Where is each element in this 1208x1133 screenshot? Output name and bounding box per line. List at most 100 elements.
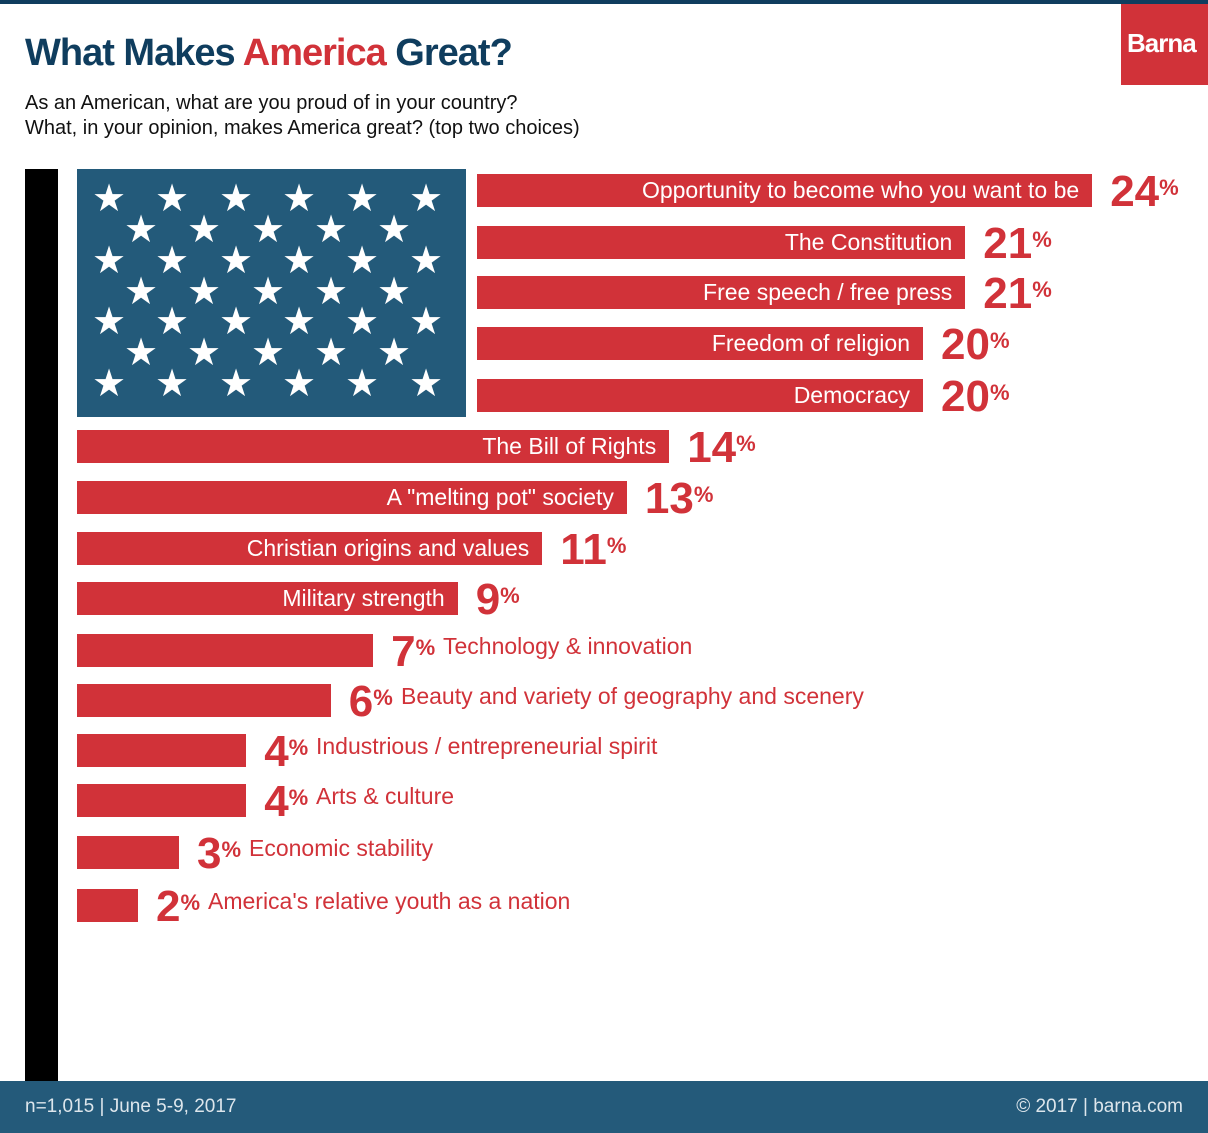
star-icon: ★: [250, 332, 286, 374]
value: 4: [264, 727, 289, 776]
data-label: 14%: [687, 426, 756, 470]
percent-sign: %: [373, 685, 393, 710]
star-icon: ★: [154, 240, 190, 282]
data-label: 21%: [983, 272, 1052, 316]
bar: [77, 784, 247, 817]
star-icon: ★: [218, 363, 254, 405]
bar: [477, 276, 966, 309]
top-rule: [0, 0, 1208, 4]
star-icon: ★: [123, 271, 159, 313]
value: 4: [264, 777, 289, 826]
value: 13: [644, 474, 694, 523]
star-icon: ★: [313, 209, 349, 251]
category-label: Freedom of religion: [711, 330, 910, 356]
value: 3: [197, 829, 222, 878]
axis-bar: [25, 169, 58, 1081]
barna-logo: Barna: [1121, 4, 1208, 85]
percent-sign: %: [736, 431, 756, 456]
bar: [477, 327, 923, 360]
star-icon: ★: [186, 209, 222, 251]
bar: [77, 634, 374, 667]
title-part: What Makes: [25, 32, 243, 74]
bar: [77, 582, 458, 615]
data-label: 24%: [1110, 170, 1179, 214]
category-label: The Constitution: [784, 229, 953, 255]
percent-sign: %: [415, 635, 436, 660]
percent-sign: %: [693, 482, 714, 507]
percent-sign: %: [221, 837, 242, 862]
star-icon: ★: [408, 240, 444, 282]
percent-sign: %: [989, 380, 1010, 405]
percent-sign: %: [1159, 175, 1179, 200]
percent-sign: %: [288, 735, 309, 760]
star-icon: ★: [313, 271, 349, 313]
bar: [77, 430, 670, 463]
data-label: 20%: [941, 375, 1010, 419]
star-icon: ★: [250, 209, 286, 251]
category-label: Industrious / entrepreneurial spirit: [316, 733, 658, 759]
category-label: Arts & culture: [316, 783, 455, 809]
star-icon: ★: [376, 209, 412, 251]
star-icon: ★: [408, 301, 444, 343]
data-label: 2%: [156, 885, 200, 929]
star-icon: ★: [218, 178, 254, 220]
category-label: Democracy: [793, 382, 910, 408]
star-icon: ★: [313, 332, 349, 374]
data-label: 6%: [349, 680, 393, 724]
star-icon: ★: [344, 178, 380, 220]
category-label: Opportunity to become who you want to be: [641, 177, 1080, 203]
bar: [77, 684, 331, 717]
bar: [77, 532, 543, 565]
percent-sign: %: [1032, 227, 1052, 252]
data-label: 4%: [264, 780, 308, 824]
value: 20: [941, 372, 990, 421]
star-icon: ★: [91, 240, 127, 282]
star-icon: ★: [250, 271, 286, 313]
star-icon: ★: [281, 301, 317, 343]
value: 21: [983, 269, 1033, 318]
value: 21: [983, 219, 1033, 268]
star-icon: ★: [408, 363, 444, 405]
sample-info: n=1,015 | June 5-9, 2017: [25, 1096, 237, 1117]
category-label: Christian origins and values: [246, 535, 530, 561]
bar: [477, 379, 923, 412]
star-icon: ★: [408, 178, 444, 220]
bar: [77, 481, 627, 514]
data-label: 21%: [983, 222, 1052, 266]
data-label: 20%: [941, 323, 1010, 367]
star-icon: ★: [218, 301, 254, 343]
bar: [477, 174, 1093, 207]
flag-canton: ★ ★ ★ ★ ★ ★ ★ ★ ★ ★ ★ ★ ★ ★ ★ ★ ★ ★ ★ ★ ★ ★ ★ ★ ★ ★ ★ ★ ★ ★ ★ ★ ★ ★ ★ ★ ★ ★ ★: [77, 169, 466, 417]
data-label: 13%: [645, 477, 714, 521]
category-label: Technology & innovation: [443, 633, 693, 659]
value: 14: [687, 423, 737, 472]
star-icon: ★: [123, 332, 159, 374]
star-icon: ★: [91, 363, 127, 405]
value: 6: [348, 677, 374, 726]
footer: n=1,015 | June 5-9, 2017 © 2017 | barna.…: [0, 1081, 1208, 1133]
percent-sign: %: [500, 583, 520, 608]
star-icon: ★: [376, 271, 412, 313]
data-label: 11%: [560, 528, 626, 572]
category-label: A "melting pot" society: [386, 484, 614, 510]
page-title: What Makes America Great?: [25, 32, 513, 75]
subtitle-line-2: What, in your opinion, makes America gre…: [25, 117, 580, 139]
bar: [77, 734, 247, 767]
star-icon: ★: [281, 240, 317, 282]
star-icon: ★: [344, 363, 380, 405]
percent-sign: %: [606, 533, 627, 558]
category-label: Military strength: [282, 585, 445, 611]
title-highlight: America: [242, 32, 387, 74]
star-icon: ★: [186, 332, 222, 374]
value: 24: [1110, 167, 1160, 216]
percent-sign: %: [989, 328, 1010, 353]
star-icon: ★: [218, 240, 254, 282]
star-icon: ★: [91, 301, 127, 343]
data-label: 9%: [476, 578, 520, 622]
star-icon: ★: [281, 178, 317, 220]
category-label: Free speech / free press: [703, 279, 953, 305]
star-icon: ★: [154, 178, 190, 220]
star-icon: ★: [281, 363, 317, 405]
bar: [77, 889, 138, 922]
star-icon: ★: [344, 240, 380, 282]
